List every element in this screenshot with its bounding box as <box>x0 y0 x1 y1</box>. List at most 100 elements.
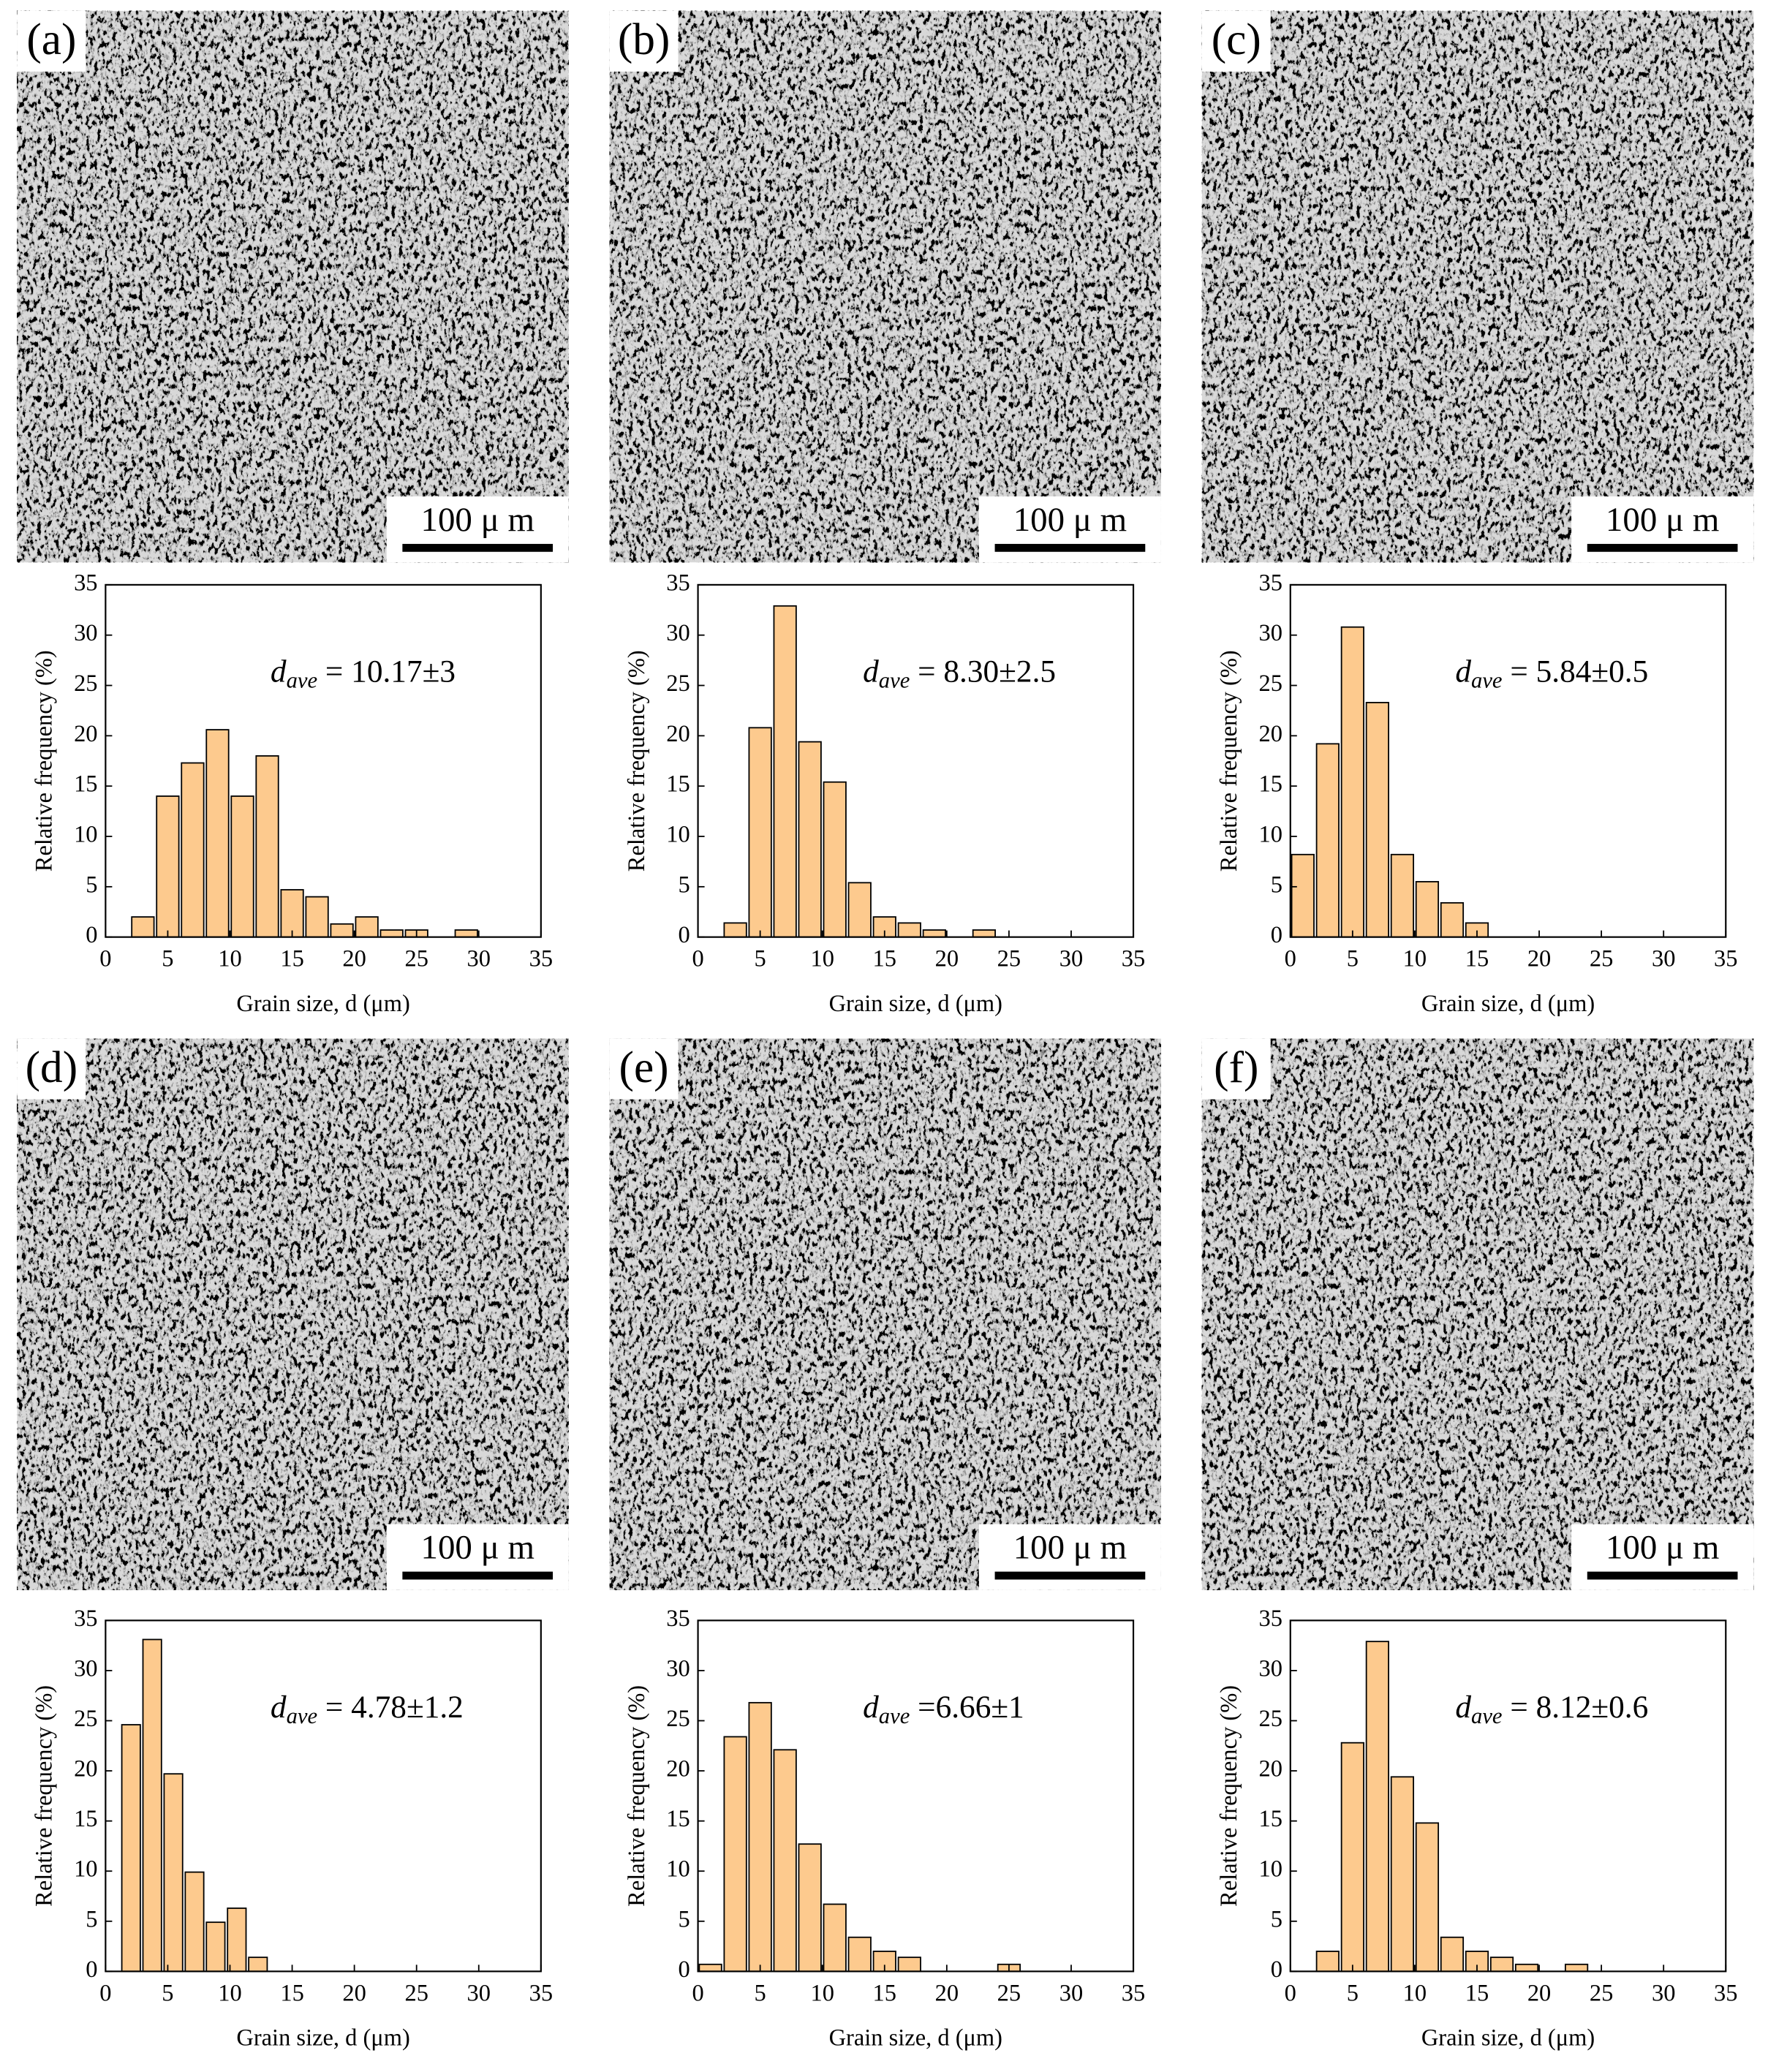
annotation-text: = 5.84±0.5 <box>1503 654 1649 689</box>
y-tick-label: 25 <box>74 670 97 697</box>
x-tick-label: 0 <box>692 1980 703 2006</box>
annotation-symbol: d <box>863 1690 879 1725</box>
x-tick-label: 25 <box>1590 1980 1613 2006</box>
bar <box>1514 1963 1539 1973</box>
x-tick-label: 30 <box>1059 1980 1083 2006</box>
bar <box>1291 853 1315 938</box>
bar <box>1315 1951 1340 1973</box>
y-tick-label: 25 <box>74 1706 97 1732</box>
annotation: dave = 4.78±1.2 <box>271 1690 464 1728</box>
x-tick-label: 30 <box>467 946 491 972</box>
x-tick-label: 10 <box>810 946 834 972</box>
annotation-text: = 4.78±1.2 <box>317 1690 464 1725</box>
x-tick-label: 35 <box>1714 946 1737 972</box>
y-tick-label: 35 <box>74 1606 97 1632</box>
y-tick-label: 25 <box>1258 1706 1282 1732</box>
y-tick-label: 0 <box>86 1956 97 1983</box>
scale-bar-label: 100 μ m <box>420 501 534 539</box>
bar <box>379 929 404 938</box>
bar <box>1315 743 1340 938</box>
bar <box>972 929 996 938</box>
scale-bar <box>994 1571 1146 1580</box>
plot-frame <box>1289 1619 1727 1973</box>
y-tick-label: 10 <box>1258 1856 1282 1883</box>
bar <box>248 1956 268 1973</box>
x-tick-label: 20 <box>1527 946 1551 972</box>
x-tick-label: 0 <box>692 946 703 972</box>
plot-frame <box>697 583 1135 938</box>
y-tick-label: 30 <box>1258 1655 1282 1682</box>
bar <box>1440 1936 1465 1973</box>
micrograph <box>609 1038 1161 1590</box>
x-tick-label: 5 <box>162 946 173 972</box>
x-tick-label: 10 <box>218 1980 241 2006</box>
x-tick-label: 25 <box>997 1980 1021 2006</box>
x-axis-label: Grain size, d (μm) <box>829 2025 1002 2052</box>
annotation-symbol: d <box>1455 1690 1471 1725</box>
y-tick-label: 35 <box>666 1606 690 1632</box>
y-axis-label: Relative frequency (%) <box>31 1685 58 1907</box>
bar <box>1340 626 1364 938</box>
bar <box>1415 881 1440 938</box>
annotation: dave = 5.84±0.5 <box>1455 654 1648 693</box>
y-tick-label: 15 <box>666 1806 690 1832</box>
bar <box>1365 1641 1389 1973</box>
y-tick-label: 30 <box>666 620 690 646</box>
panel-label-bg <box>609 10 679 72</box>
y-tick-label: 25 <box>1258 670 1282 697</box>
x-tick-label: 35 <box>529 946 553 972</box>
annotation-text: =6.66±1 <box>910 1690 1024 1725</box>
y-tick-label: 35 <box>1258 570 1282 596</box>
bar <box>184 1871 205 1973</box>
bar <box>156 795 180 938</box>
x-tick-label: 0 <box>99 1980 111 2006</box>
x-tick-label: 30 <box>1059 946 1083 972</box>
x-tick-label: 10 <box>810 1980 834 2006</box>
panel-label-bg <box>1201 1038 1271 1100</box>
bar <box>454 929 478 938</box>
bar <box>1564 1963 1589 1973</box>
micrograph <box>1201 1038 1754 1590</box>
x-tick-label: 0 <box>1285 946 1296 972</box>
annotation-subscript: ave <box>287 668 318 692</box>
x-tick-label: 25 <box>404 946 428 972</box>
y-tick-label: 15 <box>74 771 97 798</box>
y-tick-label: 0 <box>1271 1956 1282 1983</box>
bar <box>121 1724 141 1973</box>
y-tick-label: 0 <box>86 922 97 948</box>
y-tick-label: 35 <box>74 570 97 596</box>
micrograph <box>609 10 1161 563</box>
micrograph <box>1201 10 1754 563</box>
bar <box>847 882 872 938</box>
bar <box>330 923 354 938</box>
y-tick-label: 30 <box>74 1655 97 1682</box>
y-tick-label: 5 <box>679 1906 690 1932</box>
x-tick-label: 5 <box>162 1980 173 2006</box>
plot-frame <box>697 1619 1135 1973</box>
x-tick-label: 15 <box>873 946 896 972</box>
x-tick-label: 25 <box>1590 946 1613 972</box>
bar <box>798 1843 822 1973</box>
x-axis-label: Grain size, d (μm) <box>1421 2025 1595 2052</box>
bar <box>230 795 254 938</box>
y-axis-label: Relative frequency (%) <box>31 650 58 871</box>
y-tick-label: 10 <box>666 821 690 847</box>
y-tick-label: 10 <box>1258 821 1282 847</box>
bar <box>897 1956 921 1973</box>
panel-label: (b) <box>618 15 670 64</box>
y-tick-label: 0 <box>679 922 690 948</box>
x-axis-label: Grain size, d (μm) <box>829 991 1002 1017</box>
bar <box>280 889 304 938</box>
bar <box>305 896 329 938</box>
x-tick-label: 30 <box>1652 946 1675 972</box>
panel-label: (a) <box>26 15 76 64</box>
y-tick-label: 5 <box>1271 871 1282 898</box>
y-axis-label: Relative frequency (%) <box>624 650 650 871</box>
bar <box>1440 901 1465 938</box>
y-tick-label: 0 <box>1271 922 1282 948</box>
bar <box>748 1701 772 1973</box>
annotation-text: = 8.30±2.5 <box>910 654 1056 689</box>
bar <box>142 1638 162 1973</box>
scale-bar <box>402 1571 554 1580</box>
